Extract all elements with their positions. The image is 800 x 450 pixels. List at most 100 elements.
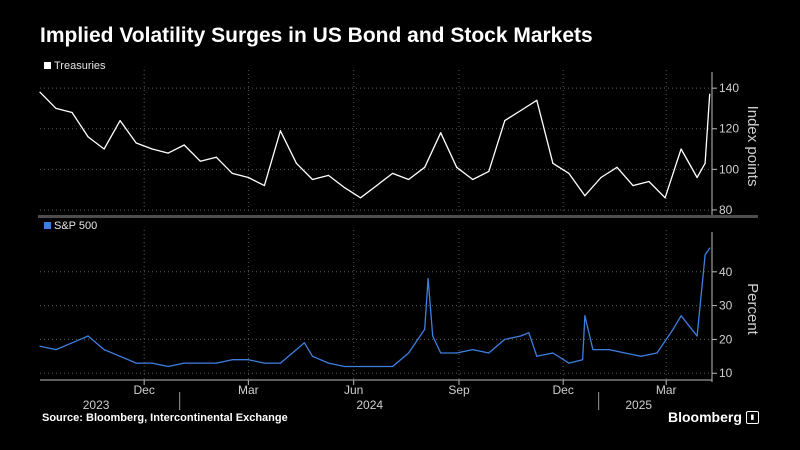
treasuries-panel: 80 100 120 140 Index points Treasuries <box>39 60 761 217</box>
sp500-data-point <box>359 365 362 368</box>
sp500-data-point <box>55 348 57 351</box>
treasuries-data-point <box>472 178 474 181</box>
chart-title: Implied Volatility Surges in US Bond and… <box>40 24 593 47</box>
sp500-data-point <box>624 352 626 354</box>
x-year-label: 2023 <box>83 398 110 412</box>
treasuries-y-axis-label: Index points <box>744 106 761 187</box>
sp500-data-point <box>696 335 698 337</box>
treasuries-data-point <box>704 162 706 164</box>
sp500-data-point <box>303 342 306 344</box>
sp500-data-point <box>311 355 314 357</box>
treasuries-data-point <box>71 111 73 114</box>
x-month-label: Mar <box>656 383 677 397</box>
treasuries-legend-label: Treasuries <box>54 60 106 72</box>
sp500-data-point <box>247 359 249 361</box>
sp500-data-point <box>552 352 554 354</box>
x-axis: Dec Mar Jun Sep Dec Mar 2023 2024 2025 <box>38 215 758 412</box>
sp500-data-point <box>584 315 586 317</box>
treasuries-data-point <box>87 136 89 138</box>
treasuries-data-point <box>39 91 41 93</box>
treasuries-data-point <box>135 142 137 144</box>
bloomberg-chart-icon: ▮ <box>745 410 759 424</box>
treasuries-data-point <box>424 166 426 168</box>
treasuries-data-point <box>359 197 362 199</box>
sp500-data-point <box>472 348 474 351</box>
treasuries-data-point <box>199 160 201 162</box>
treasuries-data-point <box>55 107 57 110</box>
treasuries-data-point <box>151 148 153 150</box>
sp500-data-point <box>488 352 490 354</box>
sp500-data-point <box>504 338 506 341</box>
treasuries-data-point <box>616 166 618 168</box>
sp500-data-point <box>343 365 346 368</box>
treasuries-legend-swatch <box>44 62 51 69</box>
sp500-data-point <box>568 362 570 364</box>
treasuries-data-point <box>632 184 634 187</box>
x-month-label: Dec <box>134 383 155 397</box>
sp500-y-tick-label: 10 <box>719 366 733 380</box>
treasuries-data-point <box>600 176 602 179</box>
sp500-data-point <box>215 362 217 364</box>
treasuries-y-tick-label: 100 <box>719 162 739 176</box>
sp500-data-point <box>656 352 658 354</box>
treasuries-data-point <box>215 156 217 158</box>
sp500-data-point <box>279 362 282 364</box>
treasuries-y-tick-label: 140 <box>719 81 739 95</box>
x-month-label: Jun <box>344 383 363 397</box>
treasuries-data-point <box>568 172 570 175</box>
treasuries-series-line <box>39 91 711 199</box>
sp500-data-point <box>582 359 584 361</box>
sp500-y-axis-label: Percent <box>744 283 761 336</box>
bloomberg-logo: Bloomberg ▮ <box>668 409 759 425</box>
sp500-data-point <box>295 348 298 351</box>
sp500-data-point <box>592 348 594 351</box>
treasuries-data-point <box>247 176 249 179</box>
sp500-data-point <box>87 335 89 337</box>
sp500-data-point <box>231 359 233 361</box>
sp500-data-point <box>375 365 378 368</box>
treasuries-data-point <box>119 120 121 122</box>
sp500-data-point <box>263 362 265 364</box>
x-year-label: 2024 <box>356 398 383 412</box>
sp500-data-point <box>199 362 201 364</box>
x-year-label: 2025 <box>625 398 652 412</box>
treasuries-data-point <box>520 109 522 112</box>
sp500-data-point <box>427 277 429 280</box>
sp500-data-point <box>327 362 330 364</box>
sp500-data-point <box>391 365 394 368</box>
treasuries-data-point <box>456 166 458 168</box>
brand-name: Bloomberg <box>668 409 742 425</box>
treasuries-data-point <box>488 170 490 172</box>
treasuries-data-point <box>327 174 330 177</box>
sp500-data-point <box>39 345 41 347</box>
treasuries-data-point <box>279 130 282 132</box>
source-note: Source: Bloomberg, Intercontinental Exch… <box>42 412 288 424</box>
sp500-data-point <box>528 332 530 334</box>
sp500-legend-label: S&P 500 <box>54 220 97 232</box>
treasuries-data-point <box>552 162 554 164</box>
treasuries-data-point <box>440 132 442 134</box>
sp500-data-point <box>440 352 442 354</box>
treasuries-data-point <box>231 172 233 175</box>
sp500-y-tick-label: 20 <box>719 332 733 346</box>
treasuries-data-point <box>680 148 682 150</box>
treasuries-data-point <box>311 178 314 181</box>
treasuries-data-point <box>375 184 378 187</box>
treasuries-data-point <box>504 120 506 122</box>
x-month-label: Mar <box>238 383 259 397</box>
x-month-label: Dec <box>553 383 574 397</box>
sp500-data-point <box>71 342 73 344</box>
treasuries-data-point <box>664 197 666 199</box>
sp500-y-tick-label: 40 <box>719 265 733 279</box>
sp500-data-point <box>709 247 711 249</box>
panel-separator <box>38 215 758 218</box>
treasuries-data-point <box>183 144 185 146</box>
sp500-data-point <box>103 348 105 351</box>
sp500-data-point <box>672 328 674 330</box>
treasuries-data-point <box>696 176 698 179</box>
treasuries-data-point <box>391 172 394 175</box>
sp500-data-point <box>408 352 410 354</box>
sp500-data-point <box>456 352 458 354</box>
treasuries-data-point <box>343 187 346 189</box>
